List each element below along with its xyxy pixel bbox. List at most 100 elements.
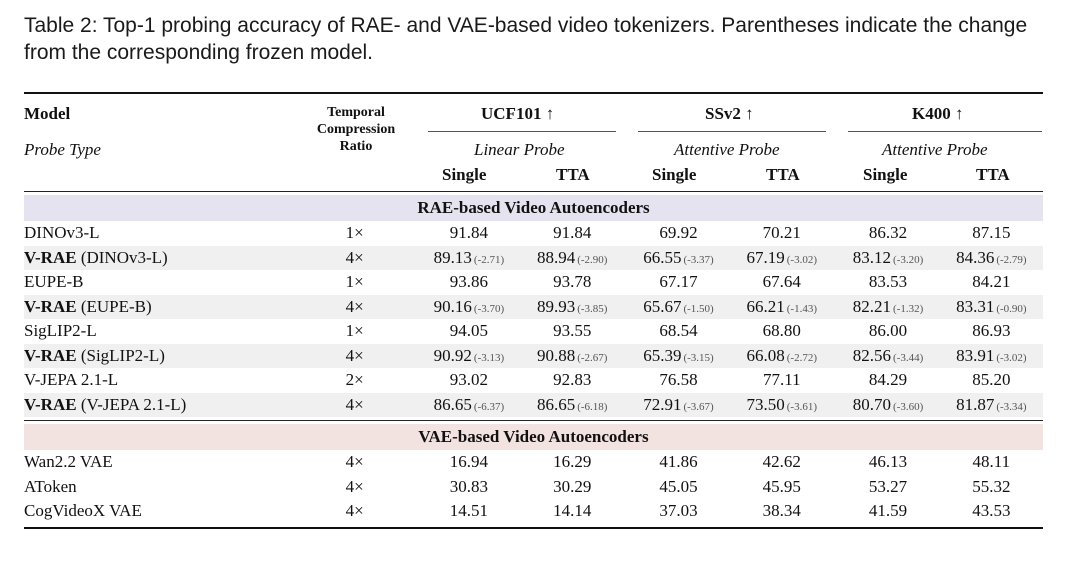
accuracy-value: 90.16	[433, 296, 472, 316]
accuracy-value: 86.32	[868, 223, 908, 243]
compression-ratio: 4×	[345, 476, 364, 496]
accuracy-cell: 67.64	[730, 272, 833, 292]
accuracy-value: 53.27	[868, 476, 908, 496]
accuracy-value: 76.58	[659, 370, 698, 390]
accuracy-delta: (-3.15)	[683, 351, 714, 364]
accuracy-value: 93.02	[449, 370, 489, 390]
accuracy-cell: 87.15	[940, 223, 1043, 243]
accuracy-cell: 67.17	[627, 272, 730, 292]
accuracy-value: 93.86	[449, 272, 489, 292]
accuracy-value: 93.78	[553, 272, 592, 292]
accuracy-cell: 93.55	[521, 321, 624, 341]
accuracy-cell: 42.62	[730, 452, 833, 472]
accuracy-value: 68.80	[762, 321, 801, 341]
model-name: V-RAE (V-JEPA 2.1-L)	[24, 395, 292, 415]
ucf101-cmidrule	[428, 131, 616, 132]
probe-ssv2: Attentive Probe	[674, 140, 780, 159]
accuracy-value: 83.12	[852, 247, 892, 267]
accuracy-cell: 76.58	[627, 370, 730, 390]
accuracy-cell: 86.32	[836, 223, 939, 243]
accuracy-value: 55.32	[972, 476, 1011, 496]
accuracy-value: 66.08	[746, 345, 785, 365]
table-row: DINOv3-L 1× 91.84 91.84 69.92 70.21 86.32 87.15	[24, 221, 1043, 246]
accuracy-cell: 37.03	[627, 501, 730, 521]
accuracy-delta: (-3.60)	[893, 400, 924, 413]
accuracy-cell: 16.94	[417, 452, 520, 472]
accuracy-cell: 90.16 (-3.70)	[417, 297, 520, 317]
accuracy-value: 16.94	[449, 452, 489, 472]
model-prefix: V-RAE	[24, 296, 77, 316]
accuracy-cell: 66.55 (-3.37)	[627, 248, 730, 268]
accuracy-cell: 65.39 (-3.15)	[627, 346, 730, 366]
accuracy-delta: (-6.37)	[473, 400, 505, 413]
accuracy-cell: 93.02	[417, 370, 520, 390]
accuracy-value: 81.87	[956, 394, 995, 414]
model-prefix: V-RAE	[24, 247, 77, 267]
table-row: V-RAE (EUPE-B) 4× 90.16 (-3.70) 89.93 (-3.85)…	[24, 294, 1043, 319]
accuracy-cell: 67.19 (-3.02)	[730, 248, 833, 268]
accuracy-value: 67.64	[762, 272, 801, 292]
accuracy-cell: 83.12 (-3.20)	[836, 248, 939, 268]
accuracy-value: 45.05	[659, 476, 698, 496]
accuracy-delta: (-3.37)	[683, 253, 714, 266]
accuracy-value: 94.05	[449, 321, 489, 341]
table-row: V-RAE (DINOv3-L) 4× 89.13 (-2.71) 88.94 (-2.9…	[24, 245, 1043, 270]
accuracy-cell: 86.65 (-6.18)	[521, 395, 624, 415]
compression-ratio: 4×	[345, 452, 364, 472]
accuracy-delta: (-3.70)	[473, 302, 505, 315]
accuracy-value: 90.88	[536, 345, 576, 365]
accuracy-cell: 91.84	[521, 223, 624, 243]
accuracy-value: 30.29	[553, 476, 592, 496]
accuracy-cell: 91.84	[417, 223, 520, 243]
accuracy-delta: (-1.32)	[893, 302, 924, 315]
accuracy-delta: (-1.50)	[683, 302, 714, 315]
model-label: V-JEPA 2.1-L	[24, 370, 119, 390]
accuracy-cell: 41.86	[627, 452, 730, 472]
accuracy-value: 83.31	[956, 296, 995, 316]
accuracy-cell: 90.88 (-2.67)	[521, 346, 624, 366]
accuracy-value: 45.95	[762, 476, 801, 496]
accuracy-delta: (-0.90)	[996, 302, 1027, 315]
accuracy-delta: (-3.02)	[786, 253, 818, 266]
tcr-line-3: Ratio	[339, 139, 373, 154]
accuracy-value: 86.00	[868, 321, 908, 341]
model-label: SigLIP2-L	[24, 321, 97, 341]
accuracy-cell: 89.13 (-2.71)	[417, 248, 520, 268]
accuracy-value: 83.53	[868, 272, 908, 292]
compression-ratio: 4×	[345, 296, 364, 316]
accuracy-value: 46.13	[868, 452, 908, 472]
k400-single: Single	[863, 165, 908, 184]
model-name: V-RAE (SigLIP2-L)	[24, 346, 292, 366]
accuracy-delta: (-3.85)	[577, 302, 608, 315]
accuracy-value: 92.83	[553, 370, 592, 390]
accuracy-value: 82.21	[852, 296, 892, 316]
table-row: CogVideoX VAE 4× 14.51 14.14 37.03 38.34 41.59…	[24, 499, 1043, 524]
accuracy-value: 82.56	[852, 345, 892, 365]
accuracy-cell: 94.05	[417, 321, 520, 341]
accuracy-cell: 77.11	[730, 370, 833, 390]
accuracy-delta: (-3.34)	[996, 400, 1027, 413]
accuracy-value: 89.13	[433, 247, 472, 267]
accuracy-value: 30.83	[449, 476, 489, 496]
model-name: AToken	[24, 477, 292, 497]
compression-ratio: 1×	[345, 272, 364, 292]
accuracy-value: 67.17	[659, 272, 698, 292]
header-ssv2: SSv2 ↑	[705, 104, 754, 123]
accuracy-value: 91.84	[553, 223, 592, 243]
accuracy-cell: 84.21	[940, 272, 1043, 292]
model-label: (EUPE-B)	[76, 296, 152, 316]
model-name: Wan2.2 VAE	[24, 452, 292, 472]
section-vae: VAE-based Video Autoencoders	[24, 424, 1043, 450]
ssv2-tta: TTA	[766, 165, 800, 184]
model-prefix: V-RAE	[24, 345, 77, 365]
accuracy-cell: 82.21 (-1.32)	[836, 297, 939, 317]
accuracy-cell: 82.56 (-3.44)	[836, 346, 939, 366]
accuracy-value: 43.53	[972, 501, 1011, 521]
model-label: CogVideoX VAE	[24, 501, 142, 521]
accuracy-cell: 84.29	[836, 370, 939, 390]
accuracy-value: 84.29	[868, 370, 908, 390]
accuracy-value: 42.62	[762, 452, 801, 472]
ucf101-single: Single	[442, 165, 487, 184]
k400-tta: TTA	[976, 165, 1010, 184]
accuracy-cell: 45.95	[730, 477, 833, 497]
